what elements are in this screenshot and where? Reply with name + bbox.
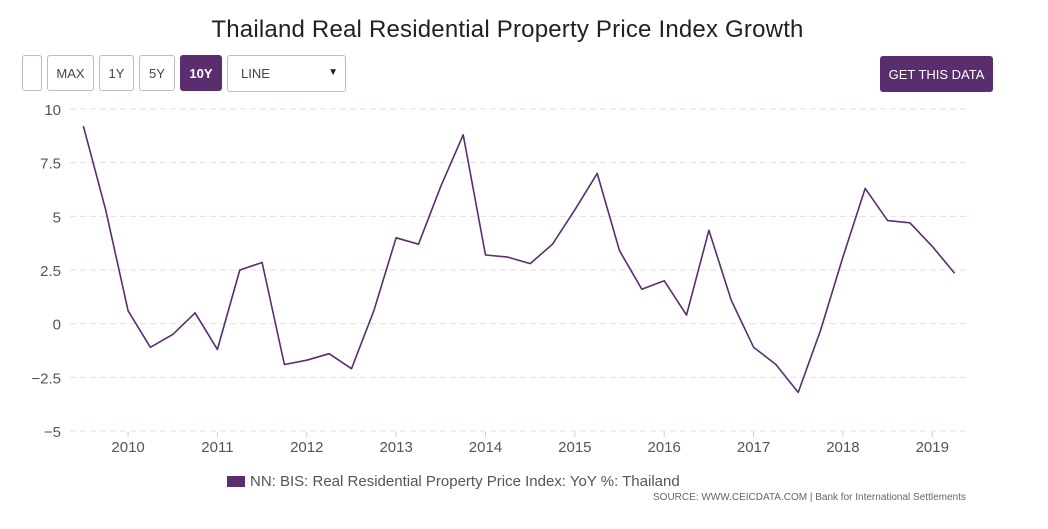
x-tick-label: 2011	[201, 439, 233, 456]
y-tick-label: −2.5	[31, 370, 61, 387]
data-point[interactable]	[684, 312, 690, 318]
series-line[interactable]	[82, 125, 956, 394]
y-tick-label: 5	[53, 209, 61, 226]
legend[interactable]: NN: BIS: Real Residential Property Price…	[227, 471, 680, 491]
data-point[interactable]	[482, 252, 488, 258]
chart-title: Thailand Real Residential Property Price…	[211, 16, 804, 43]
y-tick-label: 10	[44, 102, 61, 119]
x-tick-label: 2014	[469, 439, 502, 456]
legend-swatch	[227, 475, 245, 487]
data-point[interactable]	[304, 357, 310, 363]
data-point[interactable]	[214, 346, 220, 352]
data-point[interactable]	[393, 235, 399, 241]
data-point[interactable]	[147, 344, 153, 350]
range-button-5y[interactable]: 5Y	[139, 55, 175, 91]
data-point[interactable]	[728, 297, 734, 303]
y-tick-label: 0	[53, 317, 61, 334]
data-point[interactable]	[460, 132, 466, 138]
data-point[interactable]	[103, 207, 109, 213]
data-point[interactable]	[952, 270, 958, 276]
data-point[interactable]	[527, 261, 533, 267]
line-chart: 107.552.50−2.5−5 2010 2011 2012 2013 2014 201…	[31, 102, 968, 456]
data-point[interactable]	[192, 310, 198, 316]
data-point[interactable]	[170, 331, 176, 337]
data-point[interactable]	[594, 170, 600, 176]
x-tick-label: 2015	[558, 439, 591, 456]
grid-lines	[70, 108, 968, 432]
x-tick-label: 2012	[290, 439, 323, 456]
data-point[interactable]	[415, 241, 421, 247]
y-tick-label: 7.5	[40, 156, 61, 173]
data-point[interactable]	[885, 218, 891, 224]
x-tick-label: 2019	[916, 439, 949, 456]
data-point[interactable]	[617, 248, 623, 254]
range-button-max[interactable]: MAX	[47, 55, 94, 91]
data-point[interactable]	[572, 207, 578, 213]
data-point[interactable]	[326, 351, 332, 357]
x-tick-label: 2016	[648, 439, 681, 456]
data-point[interactable]	[751, 344, 757, 350]
x-tick-label: 2013	[379, 439, 412, 456]
data-point[interactable]	[281, 361, 287, 367]
series-layer	[80, 123, 958, 395]
data-point[interactable]	[840, 254, 846, 260]
dropdown-arrow-icon: ▼	[328, 67, 338, 78]
y-tick-label: −5	[44, 424, 61, 441]
data-point[interactable]	[929, 243, 935, 249]
chart-type-value: LINE	[241, 66, 270, 81]
data-point[interactable]	[348, 366, 354, 372]
x-tick-label: 2017	[737, 439, 770, 456]
data-point[interactable]	[862, 185, 868, 191]
chart-type-select[interactable]: LINE ▼	[227, 55, 346, 92]
data-point[interactable]	[259, 259, 265, 265]
data-point[interactable]	[550, 241, 556, 247]
legend-label: NN: BIS: Real Residential Property Price…	[250, 472, 680, 490]
data-point[interactable]	[818, 327, 824, 333]
data-point[interactable]	[795, 389, 801, 395]
data-point[interactable]	[706, 227, 712, 233]
get-this-data-button[interactable]: GET THIS DATA	[880, 56, 993, 92]
range-button-1y[interactable]: 1Y	[99, 55, 134, 91]
x-axis-ticks: 2010 2011 2012 2013 2014 2015 2016 2017 2018 2019	[111, 432, 949, 456]
data-point[interactable]	[661, 278, 667, 284]
data-point[interactable]	[438, 183, 444, 189]
source-text: SOURCE: WWW.CEICDATA.COM | Bank for Inte…	[653, 492, 966, 503]
y-axis-ticks: 10 7.5 5 2.5 0 −2.5 −5	[31, 102, 61, 441]
range-button-blank[interactable]	[22, 55, 42, 91]
data-point[interactable]	[125, 308, 131, 314]
range-button-10y[interactable]: 10Y	[180, 55, 222, 91]
y-tick-label: 2.5	[40, 263, 61, 280]
data-point[interactable]	[80, 123, 86, 129]
data-point[interactable]	[639, 286, 645, 292]
x-tick-label: 2018	[826, 439, 859, 456]
data-point[interactable]	[505, 254, 511, 260]
data-point[interactable]	[371, 308, 377, 314]
x-tick-label: 2010	[111, 439, 144, 456]
data-point[interactable]	[773, 361, 779, 367]
data-point[interactable]	[907, 220, 913, 226]
data-point[interactable]	[237, 267, 243, 273]
